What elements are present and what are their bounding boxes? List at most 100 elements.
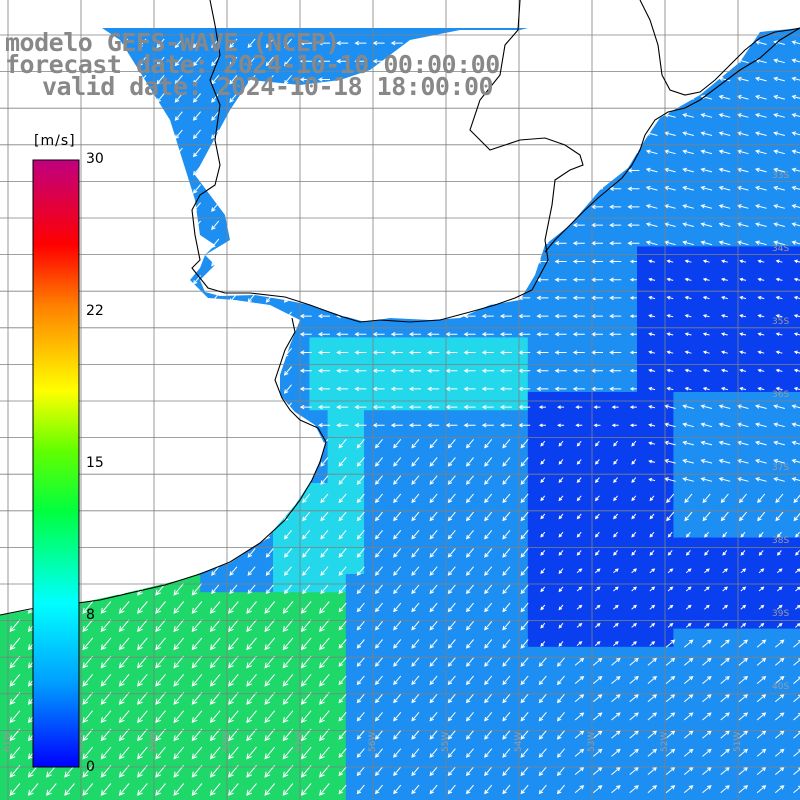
wind-arrow xyxy=(300,746,312,760)
wind-arrow xyxy=(320,548,329,558)
wind-arrow xyxy=(702,785,712,794)
wind-cell xyxy=(691,373,711,393)
wind-cell xyxy=(382,28,401,47)
wind-arrow xyxy=(411,438,420,449)
wind-cell xyxy=(564,264,583,284)
wind-arrow xyxy=(211,220,220,231)
wind-arrow xyxy=(411,602,420,613)
wind-arrow xyxy=(683,639,694,648)
wind-cell xyxy=(182,610,201,630)
wind-arrow xyxy=(647,730,658,739)
wind-arrow xyxy=(411,711,420,722)
wind-cell xyxy=(691,646,711,666)
wind-arrow xyxy=(65,38,74,49)
wind-arrow xyxy=(411,620,420,631)
wind-arrow xyxy=(684,295,692,300)
wind-cell xyxy=(673,155,693,175)
lat-label: 33S xyxy=(772,171,789,181)
wind-arrow xyxy=(499,168,512,173)
wind-arrow xyxy=(758,604,765,610)
coastline-north-shore xyxy=(191,0,584,323)
wind-cell xyxy=(309,792,329,800)
wind-arrow xyxy=(174,220,183,231)
wind-arrow xyxy=(700,204,713,209)
wind-cell xyxy=(746,282,765,302)
wind-cell xyxy=(600,701,620,721)
wind-arrow xyxy=(10,56,19,67)
wind-cell xyxy=(546,337,565,357)
wind-arrow xyxy=(758,622,765,628)
wind-arrow xyxy=(354,386,367,392)
wind-cell xyxy=(637,756,656,775)
wind-arrow xyxy=(666,314,674,318)
wind-arrow xyxy=(65,147,74,158)
wind-cell xyxy=(600,446,620,466)
wind-cell xyxy=(473,683,492,702)
wind-arrow xyxy=(101,74,110,85)
wind-cell xyxy=(455,574,474,593)
wind-cell xyxy=(764,555,784,575)
wind-cell xyxy=(327,319,347,338)
wind-arrow xyxy=(83,129,92,140)
wind-arrow xyxy=(390,404,403,410)
wind-arrow xyxy=(647,766,658,775)
wind-arrow xyxy=(700,477,713,482)
wind-arrow xyxy=(100,582,112,596)
wind-cell xyxy=(728,155,747,175)
wind-cell xyxy=(291,46,310,65)
wind-arrow xyxy=(520,457,529,467)
wind-cell xyxy=(473,774,492,793)
wind-arrow xyxy=(463,168,476,173)
wind-arrow xyxy=(791,94,800,100)
wind-arrow xyxy=(338,657,347,667)
wind-arrow xyxy=(463,277,476,282)
wind-arrow xyxy=(83,202,92,212)
wind-arrow xyxy=(645,204,658,209)
wind-arrow xyxy=(265,275,274,285)
wind-arrow xyxy=(447,711,456,722)
wind-arrow xyxy=(390,350,403,355)
wind-arrow xyxy=(354,313,367,319)
wind-arrow xyxy=(354,77,367,82)
wind-cell xyxy=(564,792,583,800)
wind-arrow xyxy=(740,586,747,592)
wind-cell xyxy=(145,646,165,666)
wind-cell xyxy=(127,774,147,793)
wind-arrow xyxy=(447,584,456,595)
wind-arrow xyxy=(83,111,92,121)
wind-arrow xyxy=(336,186,349,191)
wind-arrow xyxy=(338,748,347,758)
wind-arrow xyxy=(100,673,112,687)
wind-cell xyxy=(54,792,74,800)
wind-arrow xyxy=(613,586,619,592)
wind-arrow xyxy=(649,495,655,502)
wind-cell xyxy=(764,355,784,375)
wind-cell xyxy=(709,701,729,721)
wind-arrow xyxy=(10,165,19,176)
wind-arrow xyxy=(65,93,74,103)
wind-arrow xyxy=(299,277,312,282)
wind-arrow xyxy=(120,384,129,394)
wind-arrow xyxy=(118,601,130,614)
wind-arrow xyxy=(465,730,474,740)
wind-cell xyxy=(236,665,256,684)
wind-arrow xyxy=(247,366,256,376)
wind-arrow xyxy=(499,332,512,337)
wind-arrow xyxy=(229,238,238,249)
wind-arrow xyxy=(317,386,330,392)
wind-arrow xyxy=(82,728,94,742)
wind-arrow xyxy=(775,386,783,391)
wind-arrow xyxy=(665,730,676,739)
wind-arrow xyxy=(374,784,383,795)
wind-cell xyxy=(600,574,620,593)
wind-cell xyxy=(91,683,110,702)
wind-arrow xyxy=(354,168,367,173)
wind-cell xyxy=(673,355,693,375)
wind-cell xyxy=(54,774,74,793)
wind-cell xyxy=(291,665,310,684)
wind-arrow xyxy=(520,657,529,667)
wind-arrow xyxy=(192,438,201,449)
wind-arrow xyxy=(101,56,110,67)
wind-arrow xyxy=(718,76,731,82)
wind-cell xyxy=(527,410,547,429)
